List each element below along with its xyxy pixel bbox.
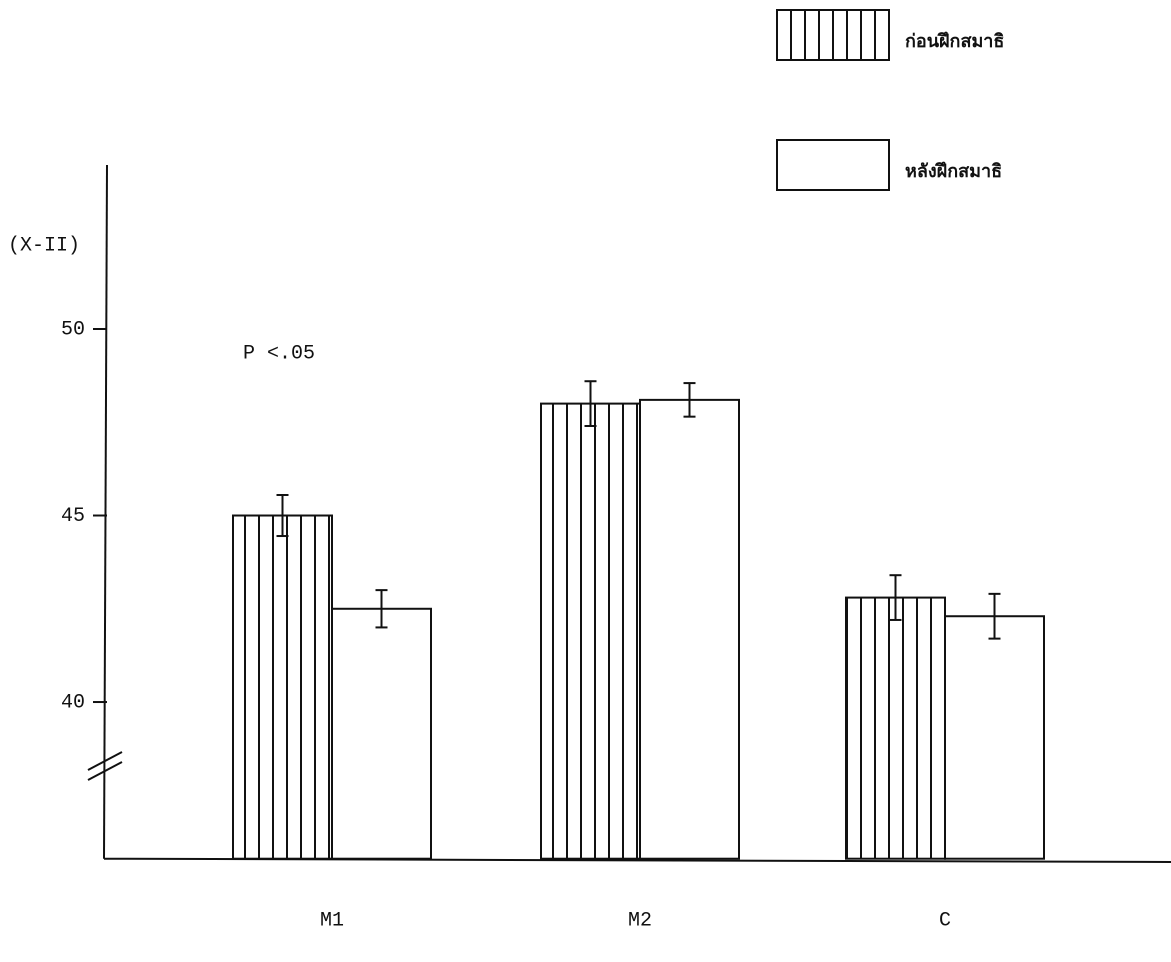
x-tick-label: C — [939, 909, 951, 932]
y-tick-label: 45 — [61, 505, 85, 528]
bar — [945, 616, 1044, 858]
x-tick-label: M1 — [320, 909, 344, 932]
bar — [541, 404, 640, 859]
bar — [640, 400, 739, 859]
annotation: P <.05 — [243, 342, 315, 365]
y-tick-label: 40 — [61, 691, 85, 714]
legend-swatch — [777, 10, 889, 60]
y-axis-label: (X-II) — [8, 234, 80, 257]
legend-swatch — [777, 140, 889, 190]
y-tick-label: 50 — [61, 318, 85, 341]
bar — [846, 598, 945, 859]
bar — [233, 516, 332, 859]
y-axis — [104, 165, 107, 859]
page: {"chart_data": {"type": "bar", "y_label"… — [0, 0, 1171, 962]
bar — [332, 609, 431, 859]
legend-label: หลังฝึกสมาธิ — [905, 161, 1002, 182]
chart: (X-II) P <.05 40 45 50 M1 M2 C ก่อนฝึกสมาธิหลั… — [0, 0, 1171, 962]
x-tick-label: M2 — [628, 909, 652, 932]
legend-label: ก่อนฝึกสมาธิ — [905, 31, 1004, 52]
